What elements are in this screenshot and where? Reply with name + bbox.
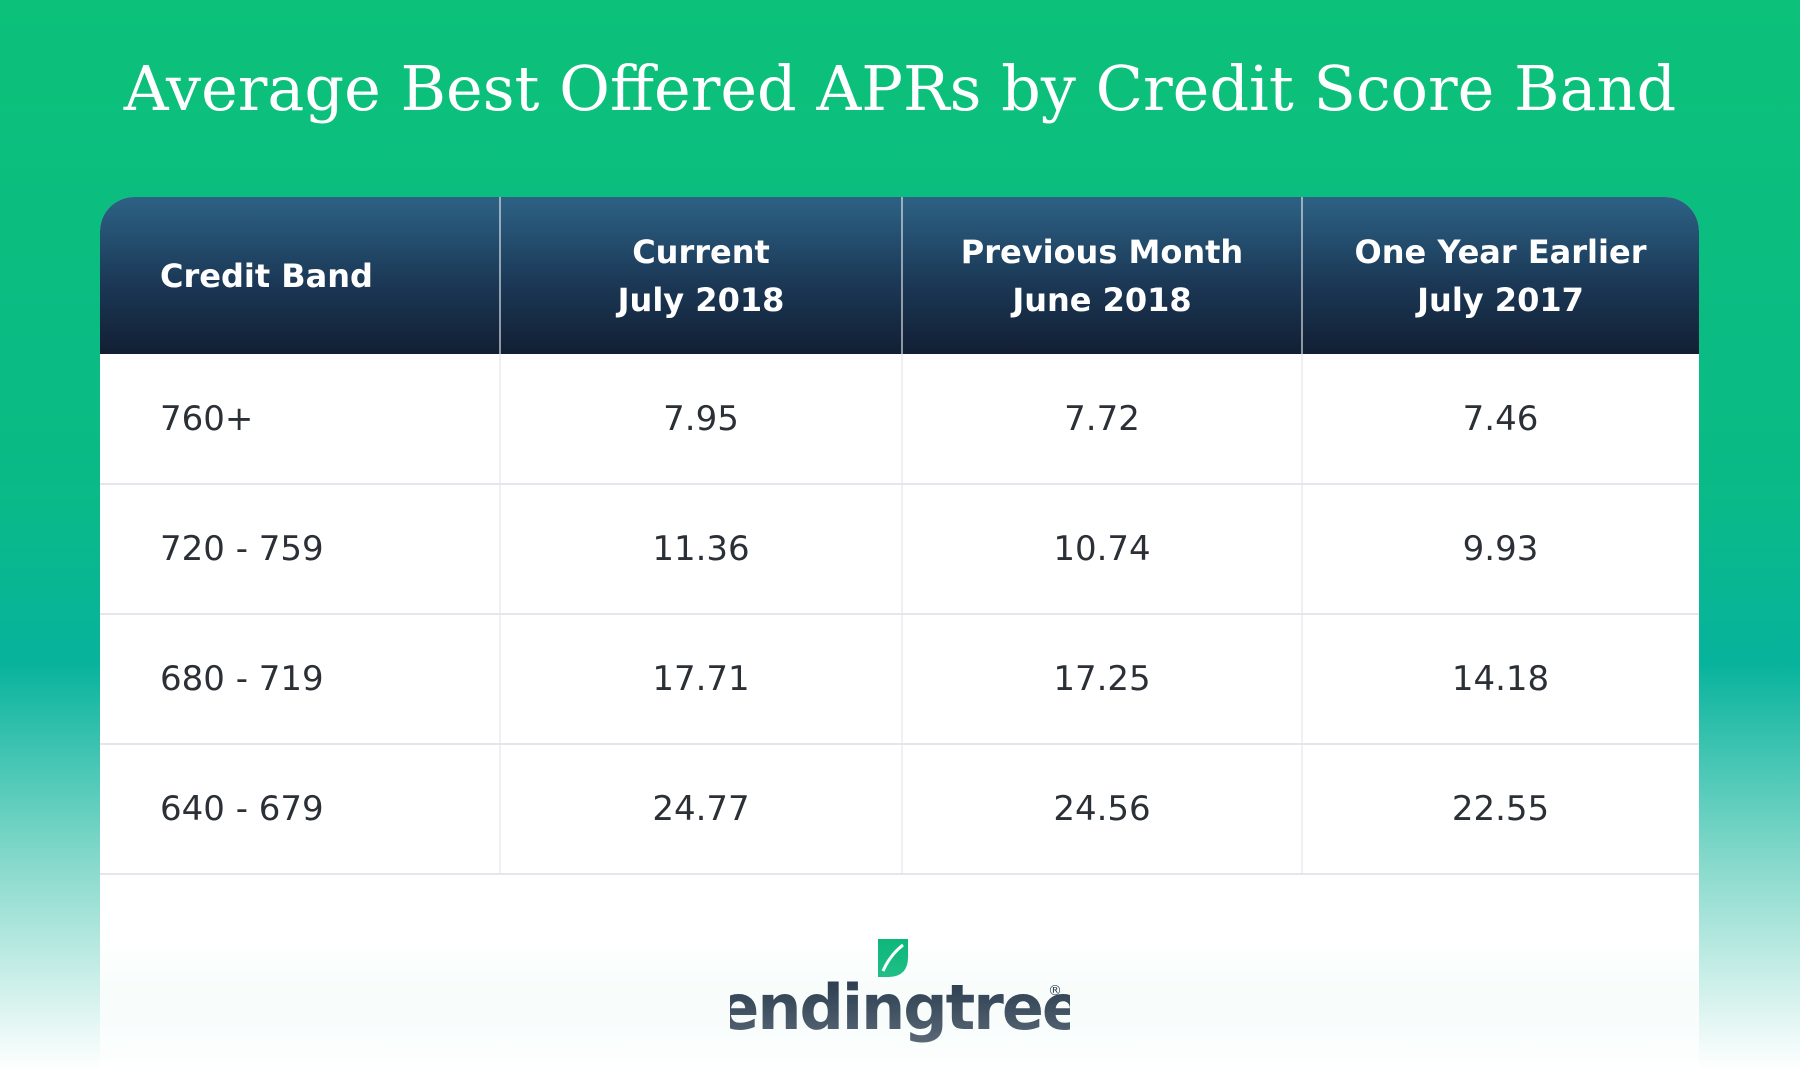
logo-mark: ® bbox=[1048, 983, 1062, 999]
cell-value: 7.72 bbox=[1064, 399, 1140, 439]
row-divider bbox=[100, 483, 1699, 485]
header-cell: Credit Band bbox=[100, 197, 500, 354]
cell-value: 10.74 bbox=[1053, 529, 1151, 569]
header-cell: Previous Month June 2018 bbox=[902, 197, 1302, 354]
header-line: Credit Band bbox=[160, 256, 373, 295]
cell-value: 14.18 bbox=[1451, 659, 1550, 699]
row-label: 640 - 679 bbox=[160, 789, 324, 829]
logo-text: lendingtree bbox=[730, 971, 1070, 1044]
row-label: 760+ bbox=[160, 399, 254, 439]
header-line: July 2018 bbox=[617, 280, 785, 319]
header-line: One Year Earlier bbox=[1354, 232, 1647, 271]
row-divider bbox=[100, 873, 1699, 875]
row-label: 720 - 759 bbox=[160, 529, 324, 569]
title: Average Best Offered APRs by Credit Scor… bbox=[123, 52, 1677, 125]
header-line: July 2017 bbox=[1417, 280, 1584, 319]
logo: lendingtree ® bbox=[100, 937, 1699, 1051]
header-line: Previous Month bbox=[960, 232, 1244, 271]
cell-value: 7.46 bbox=[1462, 399, 1539, 439]
cell-value: 11.36 bbox=[652, 529, 750, 569]
column-divider bbox=[901, 197, 903, 874]
cell-value: 7.95 bbox=[663, 399, 739, 439]
logo-graphic: lendingtree ® bbox=[698, 939, 1083, 1044]
cell-value: 9.93 bbox=[1462, 529, 1539, 569]
table-header: Credit Band Current July 2018 Previous Mont… bbox=[100, 197, 1699, 354]
row-divider bbox=[100, 743, 1699, 745]
table-card: Credit Band Current July 2018 Previous Mont… bbox=[100, 197, 1699, 1070]
column-divider bbox=[1301, 197, 1303, 874]
cell-value: 24.56 bbox=[1053, 789, 1151, 829]
row-label: 680 - 719 bbox=[160, 659, 324, 699]
cell-value: 17.25 bbox=[1053, 659, 1151, 699]
header-cell: Current July 2018 bbox=[500, 197, 902, 354]
cell-value: 17.71 bbox=[652, 659, 750, 699]
row-divider bbox=[100, 613, 1699, 615]
header-line: Current bbox=[632, 232, 770, 271]
cell-value: 24.77 bbox=[652, 789, 750, 829]
header-line: June 2018 bbox=[1012, 280, 1192, 319]
cell-value: 22.55 bbox=[1451, 789, 1550, 829]
header-cell: One Year Earlier July 2017 bbox=[1302, 197, 1699, 354]
column-divider bbox=[499, 197, 501, 874]
leaf-vein bbox=[881, 943, 904, 972]
